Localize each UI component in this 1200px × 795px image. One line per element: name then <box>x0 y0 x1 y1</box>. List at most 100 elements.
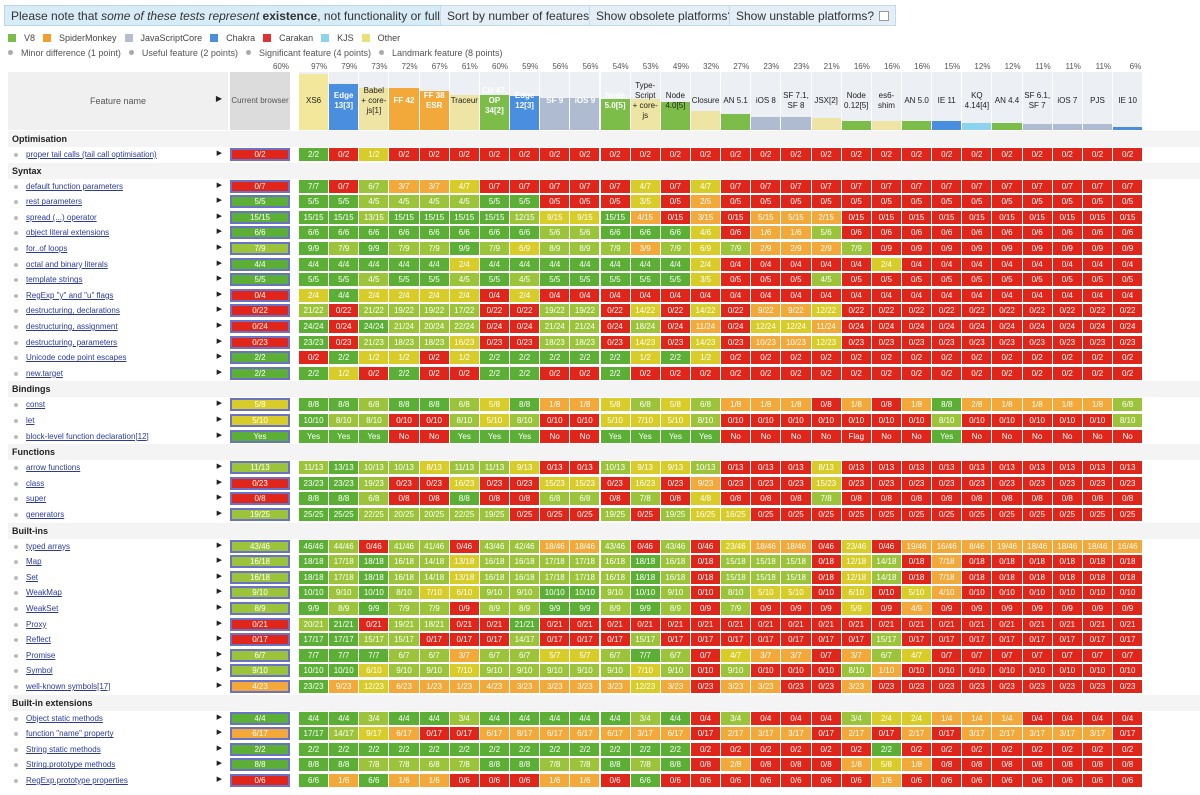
expand-arrow-icon[interactable]: ▶ <box>216 322 222 329</box>
expand-arrow-icon[interactable]: ▶ <box>216 744 222 752</box>
expand-arrow-icon[interactable]: ▶ <box>216 150 222 157</box>
browser-column-header[interactable]: Closure <box>690 72 721 130</box>
feature-name[interactable]: Unicode code point escapes <box>26 353 127 363</box>
feature-name[interactable]: default function parameters <box>26 181 123 191</box>
expand-arrow-icon[interactable]: ▶ <box>216 228 222 236</box>
feature-link[interactable]: object literal extensions ▶ <box>8 225 228 240</box>
feature-link[interactable]: destructuring, declarations ▶ <box>8 303 228 318</box>
expand-arrow-icon[interactable]: ▶ <box>216 431 222 439</box>
browser-column-header[interactable]: AN 5.0 <box>902 72 932 130</box>
expand-arrow-icon[interactable]: ▶ <box>216 713 222 721</box>
feature-name[interactable]: template strings <box>26 275 83 285</box>
expand-arrow-icon[interactable]: ▶ <box>216 510 222 517</box>
expand-arrow-icon[interactable]: ▶ <box>216 650 222 658</box>
expand-arrow-icon[interactable]: ▶ <box>216 541 222 549</box>
feature-link[interactable]: default function parameters ▶ <box>8 179 228 194</box>
feature-name[interactable]: object literal extensions <box>26 228 110 238</box>
feature-link[interactable]: destructuring, parameters ▶ <box>8 335 228 350</box>
expand-arrow-icon[interactable]: ▶ <box>216 729 222 737</box>
expand-arrow-icon[interactable]: ▶ <box>216 666 222 674</box>
feature-link[interactable]: proper tail calls (tail call optimisatio… <box>8 147 228 162</box>
feature-link[interactable]: Object static methods ▶ <box>8 711 228 726</box>
feature-link[interactable]: Symbol ▶ <box>8 663 228 678</box>
feature-link[interactable]: function "name" property ▶ <box>8 726 228 741</box>
feature-name[interactable]: String.prototype methods <box>26 760 116 770</box>
browser-column-header[interactable]: XS6 <box>299 72 329 130</box>
show-unstable-toggle[interactable]: Show unstable platforms? <box>729 5 897 26</box>
browser-column-header[interactable]: CH 47, OP 34[2] <box>479 72 510 130</box>
feature-link[interactable]: WeakSet ▶ <box>8 601 228 616</box>
expand-arrow-icon[interactable]: ▶ <box>216 306 222 314</box>
feature-name[interactable]: const <box>26 400 46 410</box>
feature-name[interactable]: rest parameters <box>26 197 83 207</box>
browser-column-header[interactable]: es6-shim <box>871 72 901 130</box>
expand-arrow-icon[interactable]: ▶ <box>216 400 222 408</box>
browser-column-header[interactable]: iOS 9 <box>570 72 600 130</box>
browser-column-header[interactable]: Node 4.0[5] <box>660 72 690 130</box>
feature-name[interactable]: Set <box>26 572 39 582</box>
expand-arrow-icon[interactable]: ▶ <box>216 478 222 486</box>
expand-arrow-icon[interactable]: ▶ <box>216 619 222 627</box>
feature-name[interactable]: function "name" property <box>26 729 114 739</box>
feature-name[interactable]: Object static methods <box>26 713 103 723</box>
feature-name[interactable]: proper tail calls (tail call optimisatio… <box>26 150 157 159</box>
browser-column-header[interactable]: FF 42 <box>389 72 419 130</box>
feature-name[interactable]: new.target <box>26 368 63 378</box>
feature-name[interactable]: Symbol <box>26 666 53 676</box>
feature-name[interactable]: WeakMap <box>26 588 62 598</box>
feature-name[interactable]: let <box>26 416 35 425</box>
browser-column-header[interactable]: PJS <box>1082 72 1113 130</box>
browser-column-header[interactable]: SF 7.1, SF 8 <box>781 72 811 130</box>
checkbox-icon[interactable] <box>879 11 890 21</box>
feature-name[interactable]: destructuring, parameters <box>26 337 118 347</box>
browser-column-header[interactable]: SF 6.1, SF 7 <box>1022 72 1052 130</box>
browser-column-header[interactable]: Node 0.12[5] <box>841 72 871 130</box>
feature-link[interactable]: new.target ▶ <box>8 366 228 381</box>
expand-arrow-icon[interactable]: ▶ <box>216 416 222 423</box>
browser-column-header[interactable]: Type-Script + core-js <box>630 72 660 130</box>
feature-name[interactable]: destructuring, declarations <box>26 306 120 316</box>
current-browser-header[interactable]: Current browser <box>230 72 290 130</box>
feature-link[interactable]: super ▶ <box>8 491 228 506</box>
feature-name[interactable]: Reflect <box>26 635 51 645</box>
expand-arrow-icon[interactable]: ▶ <box>216 572 222 580</box>
feature-link[interactable]: template strings ▶ <box>8 272 228 287</box>
expand-arrow-icon[interactable]: ▶ <box>216 368 222 376</box>
feature-name[interactable]: RegExp.prototype properties <box>26 776 128 785</box>
feature-link[interactable]: Reflect ▶ <box>8 632 228 647</box>
expand-arrow-icon[interactable]: ▶ <box>216 244 222 251</box>
browser-column-header[interactable]: Babel + core-js[1] <box>359 72 389 130</box>
feature-name[interactable]: spread (...) operator <box>26 212 97 222</box>
browser-column-header[interactable]: FF 38 ESR <box>419 72 449 130</box>
browser-column-header[interactable]: IE 10 <box>1113 72 1143 130</box>
expand-arrow-icon[interactable]: ▶ <box>216 290 222 298</box>
feature-link[interactable]: typed arrays ▶ <box>8 539 228 554</box>
browser-column-header[interactable]: iOS 7 <box>1052 72 1082 130</box>
expand-arrow-icon[interactable]: ▶ <box>216 275 222 283</box>
expand-arrow-icon[interactable]: ▶ <box>216 557 222 565</box>
feature-link[interactable]: const ▶ <box>8 397 228 412</box>
browser-column-header[interactable]: SF 9 <box>540 72 570 130</box>
feature-name-header[interactable]: Feature name ▶ <box>8 72 228 130</box>
browser-column-header[interactable]: Edge 13[3] <box>329 72 359 130</box>
expand-arrow-icon[interactable]: ▶ <box>216 635 222 643</box>
feature-link[interactable]: destructuring, assignment ▶ <box>8 319 228 334</box>
browser-column-header[interactable]: Edge 12[3] <box>510 72 540 130</box>
browser-column-header[interactable]: JSX[2] <box>811 72 841 130</box>
feature-link[interactable]: Promise ▶ <box>8 648 228 663</box>
feature-link[interactable]: block-level function declaration[12] ▶ <box>8 429 228 444</box>
expand-arrow-icon[interactable]: ▶ <box>216 760 222 768</box>
feature-name[interactable]: generators <box>26 510 65 519</box>
feature-link[interactable]: Map ▶ <box>8 554 228 569</box>
feature-name[interactable]: octal and binary literals <box>26 259 108 269</box>
feature-link[interactable]: spread (...) operator ▶ <box>8 210 228 225</box>
browser-column-header[interactable]: AN 4.4 <box>992 72 1022 130</box>
feature-name[interactable]: super <box>26 494 47 504</box>
browser-column-header[interactable]: AN 5.1 <box>721 72 751 130</box>
feature-link[interactable]: String static methods ▶ <box>8 742 228 757</box>
feature-link[interactable]: Unicode code point escapes ▶ <box>8 350 228 365</box>
feature-link[interactable]: let ▶ <box>8 413 228 428</box>
expand-arrow-icon[interactable]: ▶ <box>216 604 222 611</box>
feature-name[interactable]: RegExp "y" and "u" flags <box>26 290 114 300</box>
expand-arrow-icon[interactable]: ▶ <box>216 682 222 689</box>
